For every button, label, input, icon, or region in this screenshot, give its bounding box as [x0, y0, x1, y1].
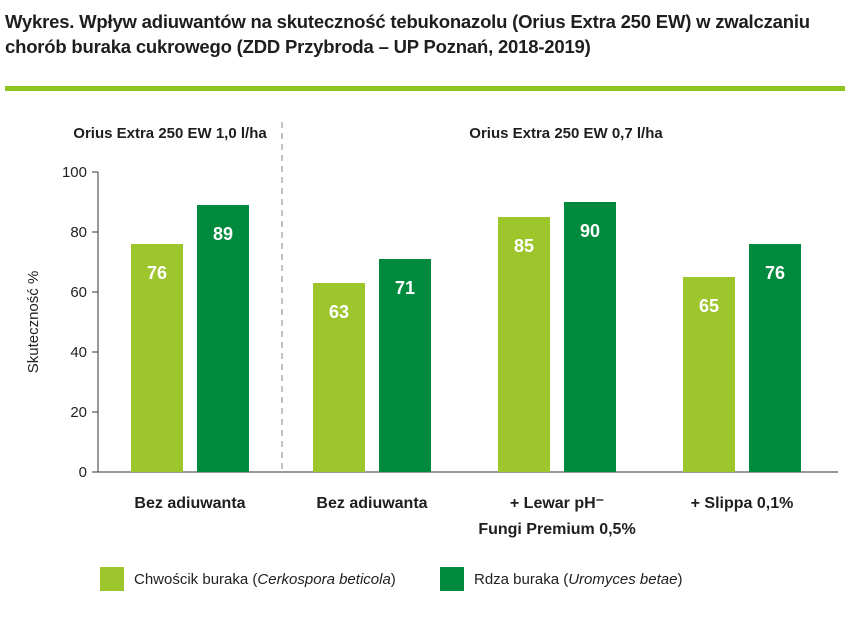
data-label-chwoscik-3: 85	[514, 236, 534, 256]
data-label-rdza-1: 89	[213, 224, 233, 244]
y-tick-label-0: 0	[79, 464, 87, 481]
bar-rdza-2	[379, 259, 431, 472]
bar-chwoscik-1	[131, 244, 183, 472]
legend-label-chwoscik: Chwościk buraka (Cerkospora beticola)	[134, 570, 396, 588]
y-tick-label-100: 100	[62, 164, 87, 181]
category-label-3-line-2: Fungi Premium 0,5%	[478, 521, 635, 538]
legend-label-rdza: Rdza buraka (Uromyces betae)	[474, 570, 683, 588]
legend-item-chwoscik: Chwościk buraka (Cerkospora beticola)	[100, 567, 396, 591]
category-label-3-line-1: + Lewar pH⁻	[510, 495, 604, 512]
y-tick-label-80: 80	[70, 224, 87, 241]
bar-chwoscik-4	[683, 277, 735, 472]
category-label-4: + Slippa 0,1%	[691, 495, 794, 512]
bar-rdza-1	[197, 205, 249, 472]
y-tick-label-60: 60	[70, 284, 87, 301]
chart-title: Wykres. Wpływ adiuwantów na skuteczność …	[5, 9, 835, 59]
data-label-rdza-2: 71	[395, 278, 415, 298]
group-header-1: Orius Extra 250 EW 1,0 l/ha	[73, 125, 267, 142]
bar-chwoscik-2	[313, 283, 365, 472]
data-label-chwoscik-4: 65	[699, 296, 719, 316]
data-label-rdza-3: 90	[580, 221, 600, 241]
data-label-rdza-4: 76	[765, 263, 785, 283]
chart-title-line-1: Wykres. Wpływ adiuwantów na skuteczność …	[5, 11, 810, 32]
legend-swatch-light	[100, 567, 124, 591]
y-axis-label: Skuteczność %	[25, 271, 42, 374]
title-underline	[5, 86, 845, 91]
data-label-chwoscik-2: 63	[329, 302, 349, 322]
data-label-chwoscik-1: 76	[147, 263, 167, 283]
bar-chart: Orius Extra 250 EW 1,0 l/ha Orius Extra 2…	[25, 122, 838, 538]
category-label-1: Bez adiuwanta	[134, 495, 245, 512]
group-header-2: Orius Extra 250 EW 0,7 l/ha	[469, 125, 663, 142]
bar-chwoscik-3	[498, 217, 550, 472]
y-tick-label-20: 20	[70, 404, 87, 421]
legend-item-rdza: Rdza buraka (Uromyces betae)	[440, 567, 682, 591]
y-tick-label-40: 40	[70, 344, 87, 361]
chart-title-line-2: chorób buraka cukrowego (ZDD Przybroda –…	[5, 36, 591, 57]
category-label-2: Bez adiuwanta	[316, 495, 427, 512]
bar-rdza-3	[564, 202, 616, 472]
legend-swatch-dark	[440, 567, 464, 591]
bar-rdza-4	[749, 244, 801, 472]
